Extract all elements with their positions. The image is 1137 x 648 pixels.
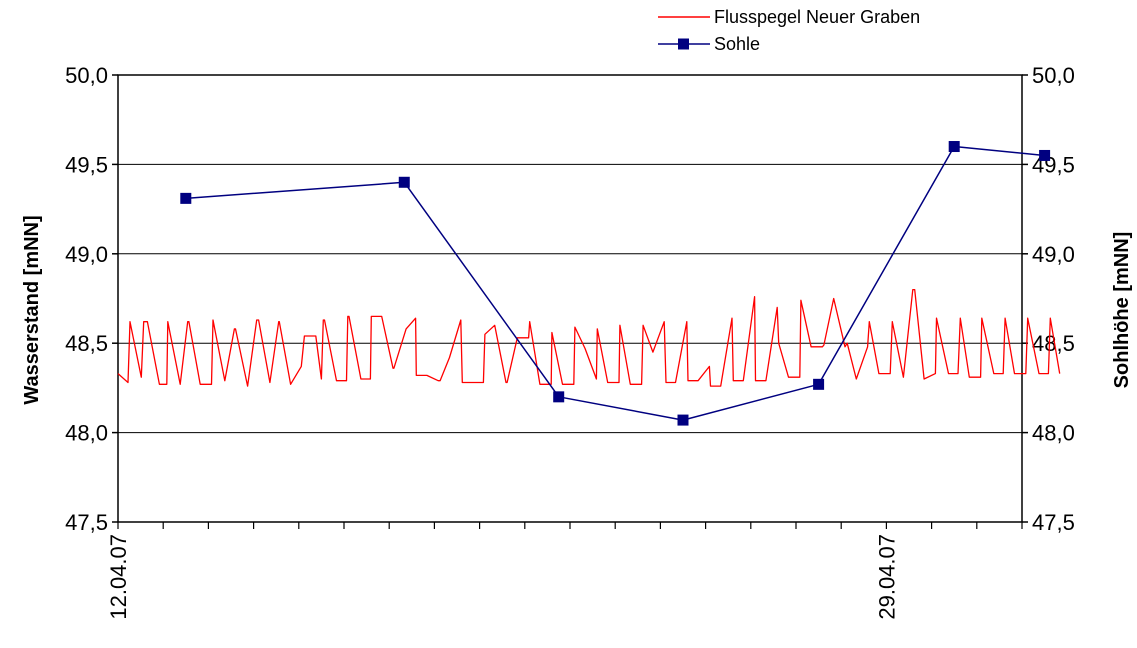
- right-tick-label-4: 49,5: [1032, 152, 1075, 177]
- x-tick-label-1: 29.04.07: [874, 534, 899, 620]
- series-1-point-6: [1039, 149, 1051, 161]
- gridlines: [118, 163, 1022, 434]
- left-tick-label-4: 49,5: [65, 152, 108, 177]
- series-1-point-1: [398, 176, 410, 188]
- left-tick-label-5: 50,0: [65, 63, 108, 88]
- right-axis-title: Sohlhöhe [mNN]: [1111, 232, 1133, 389]
- left-axis-title: Wasserstand [mNN]: [21, 215, 43, 404]
- left-tick-label-0: 47,5: [65, 510, 108, 535]
- right-y-axis-ticks: 47,548,048,549,049,550,0: [1022, 63, 1075, 535]
- series-line-1: [185, 145, 1045, 421]
- x-axis-ticks: 12.04.07 29.04.07: [106, 522, 1023, 620]
- series-1-point-5: [948, 141, 960, 153]
- legend: Flusspegel Neuer Graben Sohle: [658, 7, 920, 54]
- legend-label-sohle: Sohle: [714, 34, 760, 54]
- right-tick-label-0: 47,5: [1032, 510, 1075, 535]
- series-line-0: [117, 288, 1061, 387]
- left-tick-label-1: 48,0: [65, 421, 108, 446]
- left-tick-label-3: 49,0: [65, 242, 108, 267]
- series-layer: [117, 141, 1061, 426]
- right-tick-label-3: 49,0: [1032, 242, 1075, 267]
- left-tick-label-2: 48,5: [65, 331, 108, 356]
- left-y-axis-ticks: 47,5 48,0 48,5 49,0 49,5 50,0: [65, 63, 118, 535]
- legend-marker-sohle: [678, 38, 689, 50]
- legend-label-flusspegel: Flusspegel Neuer Graben: [714, 7, 920, 27]
- plot-area-frame: [117, 74, 1023, 523]
- right-tick-label-1: 48,0: [1032, 421, 1075, 446]
- x-tick-label-0: 12.04.07: [106, 534, 131, 620]
- right-tick-label-5: 50,0: [1032, 63, 1075, 88]
- series-1-point-4: [813, 378, 825, 390]
- series-1-point-3: [677, 414, 689, 426]
- series-1-point-2: [553, 391, 565, 403]
- series-1-point-0: [180, 192, 192, 204]
